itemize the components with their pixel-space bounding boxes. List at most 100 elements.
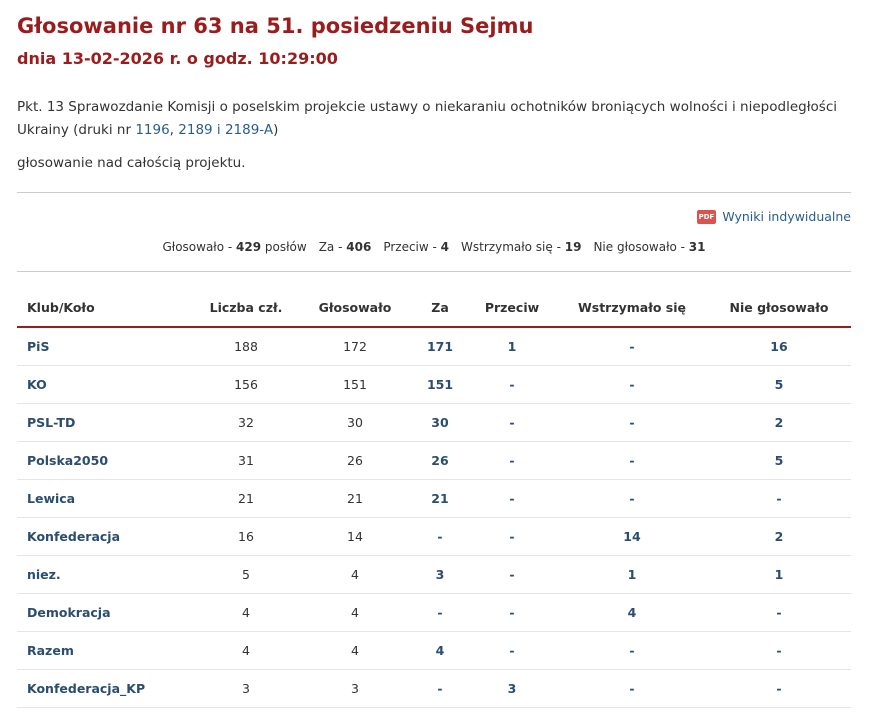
cell: - [413,593,467,632]
cell: 2 [707,517,851,556]
cell: 1 [707,555,851,594]
summary-value: 406 [346,240,372,254]
print-link[interactable]: 1196 [135,122,170,138]
cell: 26 [297,441,413,480]
cell: - [557,669,707,708]
cell: 4 [297,555,413,594]
cell: 151 [413,365,467,404]
summary-label: Nie głosowało [593,240,677,254]
summary: Głosowało - 429 posłów Za - 406 Przeciw - … [17,240,851,254]
summary-value: 4 [440,240,450,254]
pdf-label: Wyniki indywidualne [722,209,851,224]
summary-separator: - [552,240,565,254]
club-name: PiS [17,327,195,366]
description-text: Pkt. 13 Sprawozdanie Komisji o poselskim… [17,99,837,138]
cell: 1 [467,327,557,366]
club-name: KO [17,365,195,404]
cell: - [707,593,851,632]
pdf-icon: PDF [696,209,717,224]
cell: 4 [297,631,413,670]
cell: - [707,479,851,518]
title: Głosowanie nr 63 na 51. posiedzeniu Sejm… [17,14,534,38]
cell: 21 [413,479,467,518]
cell: - [557,327,707,366]
cell: 2 [707,403,851,442]
summary-label: Przeciw [383,240,429,254]
cell: 26 [413,441,467,480]
cell: 156 [195,365,297,404]
cell: 5 [707,365,851,404]
summary-item: Przeciw - 4 [383,240,449,254]
column-header: Głosowało [297,288,413,328]
cell: - [557,441,707,480]
summary-separator: - [224,240,237,254]
table-row: Demokracja 4 4- -4- [17,593,851,632]
cell: - [467,517,557,556]
cell: 4 [557,593,707,632]
cell: 14 [297,517,413,556]
cell: 21 [297,479,413,518]
cell: 21 [195,479,297,518]
cell: - [707,669,851,708]
summary-label: Za [318,240,335,254]
print-link[interactable]: 2189 i 2189-A [178,122,274,138]
cell: 32 [195,403,297,442]
suffix: ) [273,122,279,138]
summary-separator: - [428,240,441,254]
cell: 31 [195,441,297,480]
pdf-link[interactable]: PDF Wyniki indywidualne [696,209,851,224]
results-table: Klub/Koło Liczba czł. Głosowało Za Przeciw Ws… [17,288,851,708]
summary-value: 19 [564,240,582,254]
club-name: Polska2050 [17,441,195,480]
cell: 3 [195,669,297,708]
cell: 4 [195,593,297,632]
column-header: Liczba czł. [195,288,297,328]
subtitle: dnia 13-02-2026 r. o godz. 10:29:00 [17,49,338,68]
summary-separator: - [676,240,689,254]
cell: 4 [297,593,413,632]
club-name: Konfederacja_KP [17,669,195,708]
cell: 4 [195,631,297,670]
summary-label: Głosowało [162,240,225,254]
cell: - [413,517,467,556]
cell: - [467,479,557,518]
cell: 3 [413,555,467,594]
column-header: Za [413,288,467,328]
summary-value: 31 [688,240,706,254]
cell: 5 [707,441,851,480]
cell: - [467,403,557,442]
club-name: Demokracja [17,593,195,632]
summary-item: Za - 406 [319,240,372,254]
cell: - [707,631,851,670]
summary-label: Wstrzymało się [461,240,553,254]
cell: 4 [413,631,467,670]
cell: 1 [557,555,707,594]
cell: - [467,593,557,632]
summary-item: Wstrzymało się - 19 [461,240,581,254]
cell: 172 [297,327,413,366]
separator: , [169,122,179,138]
cell: 30 [297,403,413,442]
table-row: PiS 188 172 171 1-16 [17,327,851,366]
table-row: Polska2050 31 26 26- -5 [17,441,851,480]
cell: - [467,631,557,670]
cell: 16 [707,327,851,366]
club-name: Lewica [17,479,195,518]
cell: 30 [413,403,467,442]
summary-value: 429 [236,240,262,254]
cell: 3 [467,669,557,708]
cell: - [557,403,707,442]
cell: - [557,365,707,404]
divider [17,271,851,272]
column-header: Nie głosowało [707,288,851,328]
summary-separator: - [334,240,347,254]
header-row: Klub/Koło Liczba czł. Głosowało Za Przeciw Ws… [17,288,851,328]
divider [17,192,851,193]
cell: - [557,631,707,670]
table-row: PSL-TD 32 30 30- -2 [17,403,851,442]
table-row: Razem 4 4 4- - - [17,631,851,670]
cell: - [467,441,557,480]
summary-unit: posłów [264,240,307,254]
cell: - [467,555,557,594]
